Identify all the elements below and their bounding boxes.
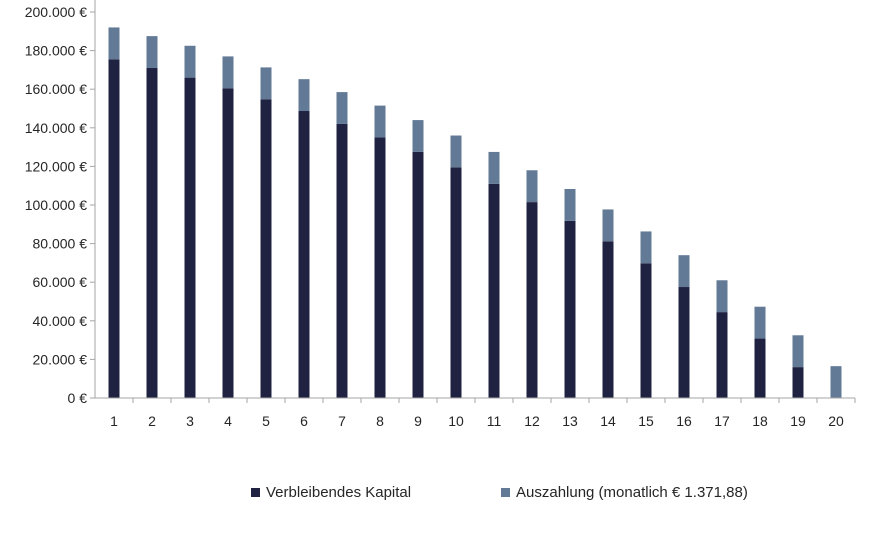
- bar-auszahlung: [640, 231, 652, 264]
- bar-verbleibendes-kapital: [640, 263, 652, 398]
- bar-verbleibendes-kapital: [298, 111, 310, 398]
- bar-auszahlung: [678, 255, 690, 288]
- bar-verbleibendes-kapital: [336, 123, 348, 398]
- bar-auszahlung: [526, 170, 538, 203]
- y-tick-label: 100.000 €: [25, 197, 87, 213]
- bar-auszahlung: [336, 92, 348, 124]
- bar-auszahlung: [260, 67, 272, 100]
- x-tick-label: 20: [828, 413, 844, 429]
- x-tick-label: 5: [262, 413, 270, 429]
- x-tick-label: 9: [414, 413, 422, 429]
- bar-auszahlung: [412, 120, 424, 152]
- legend: Verbleibendes Kapital Auszahlung (monatl…: [0, 484, 880, 504]
- legend-swatch-auszahlung: [501, 488, 510, 497]
- bar-auszahlung: [602, 209, 614, 242]
- x-tick-label: 8: [376, 413, 384, 429]
- bar-verbleibendes-kapital: [792, 367, 804, 398]
- x-tick-label: 1: [110, 413, 118, 429]
- x-tick-label: 14: [600, 413, 616, 429]
- legend-item-kapital: Verbleibendes Kapital: [251, 484, 411, 501]
- y-tick-label: 180.000 €: [25, 43, 87, 59]
- x-ticks-group: 1 2 3 4 5 6 7 8 9 10 11 12 13 14 15 16 17 18 19 20: [110, 398, 856, 429]
- x-tick-label: 3: [186, 413, 194, 429]
- legend-swatch-kapital: [251, 488, 260, 497]
- y-tick-label: 0 €: [68, 390, 88, 406]
- x-tick-label: 7: [338, 413, 346, 429]
- bar-auszahlung: [184, 45, 196, 78]
- legend-label-auszahlung: Auszahlung (monatlich € 1.371,88): [516, 484, 748, 501]
- bars-group: [108, 27, 842, 399]
- y-tick-label: 140.000 €: [25, 120, 87, 136]
- bar-auszahlung: [830, 366, 842, 398]
- x-tick-label: 15: [638, 413, 654, 429]
- x-tick-label: 19: [790, 413, 806, 429]
- y-tick-label: 120.000 €: [25, 158, 87, 174]
- bar-auszahlung: [792, 335, 804, 368]
- bar-verbleibendes-kapital: [184, 77, 196, 399]
- bar-auszahlung: [564, 188, 576, 221]
- y-tick-label: 200.000 €: [25, 4, 87, 20]
- bar-verbleibendes-kapital: [564, 220, 576, 398]
- bar-verbleibendes-kapital: [526, 202, 538, 398]
- x-tick-label: 10: [448, 413, 464, 429]
- bar-verbleibendes-kapital: [222, 88, 234, 399]
- x-tick-label: 13: [562, 413, 578, 429]
- bar-auszahlung: [298, 79, 310, 112]
- bar-verbleibendes-kapital: [374, 137, 386, 398]
- bar-verbleibendes-kapital: [146, 67, 158, 398]
- y-tick-label: 20.000 €: [33, 351, 88, 367]
- legend-item-auszahlung: Auszahlung (monatlich € 1.371,88): [501, 484, 748, 501]
- bar-auszahlung: [716, 280, 728, 313]
- bar-verbleibendes-kapital: [602, 241, 614, 398]
- y-ticks-group: 0 € 20.000 € 40.000 € 60.000 € 80.000 € 100.0…: [25, 4, 95, 406]
- bar-auszahlung: [108, 27, 120, 60]
- x-tick-label: 11: [487, 413, 502, 429]
- bar-verbleibendes-kapital: [412, 151, 424, 398]
- bar-auszahlung: [450, 135, 462, 168]
- bar-verbleibendes-kapital: [678, 287, 690, 398]
- bar-verbleibendes-kapital: [260, 99, 272, 399]
- y-tick-label: 80.000 €: [33, 236, 88, 252]
- y-tick-label: 60.000 €: [33, 274, 88, 290]
- x-tick-label: 2: [148, 413, 156, 429]
- x-tick-label: 12: [524, 413, 540, 429]
- x-tick-label: 4: [224, 413, 232, 429]
- bar-verbleibendes-kapital: [754, 338, 766, 398]
- bar-verbleibendes-kapital: [108, 59, 120, 398]
- bar-verbleibendes-kapital: [488, 183, 500, 398]
- bar-auszahlung: [222, 56, 234, 89]
- bar-auszahlung: [754, 306, 766, 339]
- legend-label-kapital: Verbleibendes Kapital: [266, 484, 412, 501]
- bar-auszahlung: [146, 36, 158, 68]
- x-tick-label: 16: [676, 413, 692, 429]
- x-tick-label: 18: [752, 413, 768, 429]
- y-tick-label: 160.000 €: [25, 81, 87, 97]
- bar-verbleibendes-kapital: [450, 167, 462, 398]
- x-tick-label: 6: [300, 413, 308, 429]
- bar-auszahlung: [488, 151, 500, 184]
- bar-verbleibendes-kapital: [716, 312, 728, 398]
- x-tick-label: 17: [714, 413, 730, 429]
- bar-auszahlung: [374, 105, 386, 138]
- y-tick-label: 40.000 €: [33, 313, 88, 329]
